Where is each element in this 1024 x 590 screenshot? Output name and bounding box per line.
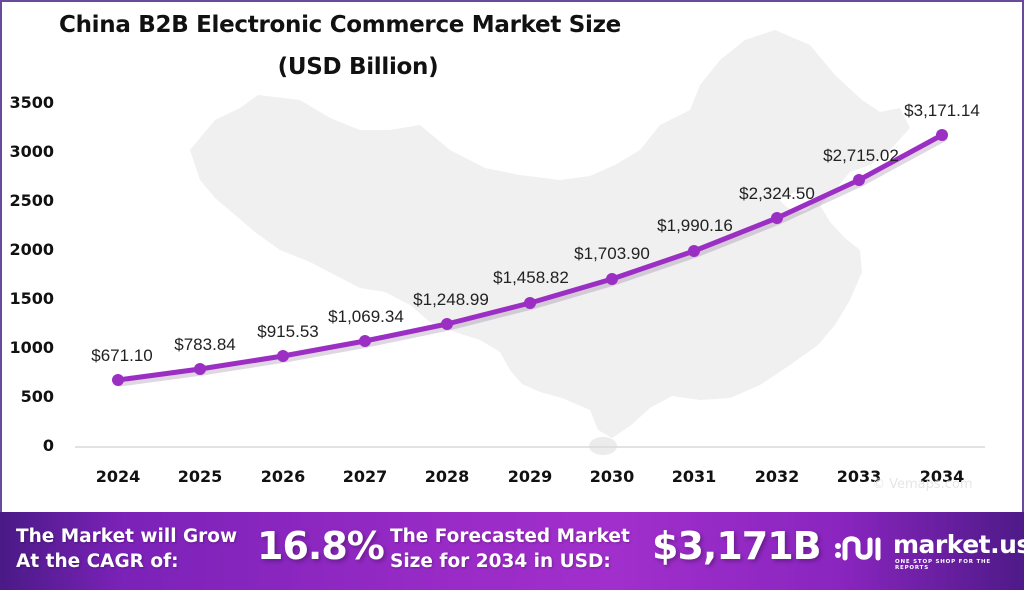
- hainan-island: [589, 437, 617, 455]
- data-point: [688, 245, 700, 257]
- data-label: $1,458.82: [493, 268, 569, 287]
- y-tick-label: 3000: [9, 142, 54, 161]
- data-point: [771, 212, 783, 224]
- data-point: [524, 297, 536, 309]
- y-tick-label: 500: [20, 387, 54, 406]
- x-tick-label: 2034: [919, 467, 965, 486]
- cagr-text-line2: At the CAGR of:: [16, 551, 179, 572]
- data-label: $915.53: [257, 322, 319, 341]
- data-point: [277, 350, 289, 362]
- china-map-silhouette: [190, 30, 910, 438]
- forecast-text-line1: The Forecasted Market: [390, 526, 630, 547]
- chart-subtitle: (USD Billion): [277, 54, 439, 80]
- data-label: $1,990.16: [657, 216, 733, 235]
- data-label: $671.10: [91, 346, 153, 365]
- data-label: $783.84: [174, 335, 236, 354]
- x-tick-label: 2032: [754, 467, 800, 486]
- chart-title: China B2B Electronic Commerce Market Siz…: [59, 12, 621, 38]
- plot-area: [75, 30, 985, 455]
- y-tick-label: 1000: [9, 338, 54, 357]
- summary-banner: [0, 512, 1024, 590]
- data-label: $1,069.34: [328, 307, 404, 326]
- x-tick-label: 2026: [260, 467, 306, 486]
- market-us-logo-icon: [835, 536, 881, 561]
- data-point: [194, 363, 206, 375]
- watermark: © Vemaps.com: [872, 477, 973, 492]
- x-tick-label: 2027: [342, 467, 388, 486]
- data-point: [606, 273, 618, 285]
- y-tick-label: 1500: [9, 289, 54, 308]
- data-point-markers: [112, 129, 948, 386]
- data-label: $2,715.02: [823, 146, 899, 165]
- data-label: $2,324.50: [739, 184, 815, 203]
- logo-name: market.us: [893, 530, 1024, 559]
- x-tick-label: 2024: [95, 467, 141, 486]
- y-tick-label: 2000: [9, 240, 54, 259]
- data-point: [936, 129, 948, 141]
- forecast-value: $3,171B: [652, 524, 822, 568]
- x-tick-label: 2031: [671, 467, 717, 486]
- data-point: [112, 374, 124, 386]
- data-label: $1,248.99: [413, 290, 489, 309]
- cagr-text-line1: The Market will Grow: [16, 526, 238, 547]
- logo-tagline: ONE STOP SHOP FOR THE REPORTS: [895, 559, 991, 571]
- data-point: [853, 174, 865, 186]
- x-tick-label: 2029: [507, 467, 553, 486]
- y-tick-label: 2500: [9, 191, 54, 210]
- data-point: [441, 318, 453, 330]
- x-tick-label: 2030: [589, 467, 635, 486]
- cagr-value: 16.8%: [257, 524, 385, 568]
- y-tick-label: 0: [42, 436, 54, 455]
- y-tick-label: 3500: [9, 93, 54, 112]
- data-point: [359, 335, 371, 347]
- data-label: $3,171.14: [904, 101, 980, 120]
- forecast-text-line2: Size for 2034 in USD:: [390, 551, 611, 572]
- x-tick-label: 2025: [177, 467, 223, 486]
- data-label: $1,703.90: [574, 244, 650, 263]
- x-tick-label: 2028: [424, 467, 470, 486]
- x-tick-label: 2033: [836, 467, 882, 486]
